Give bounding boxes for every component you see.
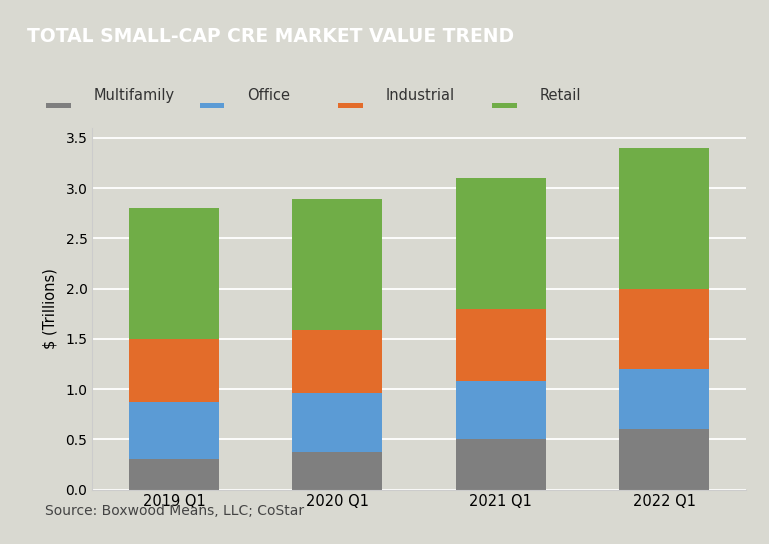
Bar (292, 330, 382, 393)
Bar (456, 440, 546, 490)
Bar (338, 103, 363, 108)
Bar (129, 460, 219, 490)
Bar (619, 369, 709, 429)
Text: Office: Office (248, 88, 291, 103)
Bar (129, 339, 219, 402)
Text: Source: Boxwood Means, LLC; CoStar: Source: Boxwood Means, LLC; CoStar (45, 504, 304, 518)
Bar (619, 429, 709, 490)
Text: Industrial: Industrial (386, 88, 455, 103)
Bar (619, 148, 709, 289)
Bar (129, 402, 219, 460)
Text: Multifamily: Multifamily (94, 88, 175, 103)
Bar (456, 308, 546, 381)
Text: Retail: Retail (540, 88, 581, 103)
Bar (292, 453, 382, 490)
Bar (456, 178, 546, 308)
Bar (200, 103, 225, 108)
Y-axis label: $ (Trillions): $ (Trillions) (42, 268, 57, 349)
Bar (492, 103, 517, 108)
Bar (129, 208, 219, 339)
Text: TOTAL SMALL-CAP CRE MARKET VALUE TREND: TOTAL SMALL-CAP CRE MARKET VALUE TREND (27, 27, 514, 46)
Bar (456, 381, 546, 440)
Bar (46, 103, 71, 108)
Bar (292, 393, 382, 453)
Bar (292, 199, 382, 330)
Bar (619, 289, 709, 369)
